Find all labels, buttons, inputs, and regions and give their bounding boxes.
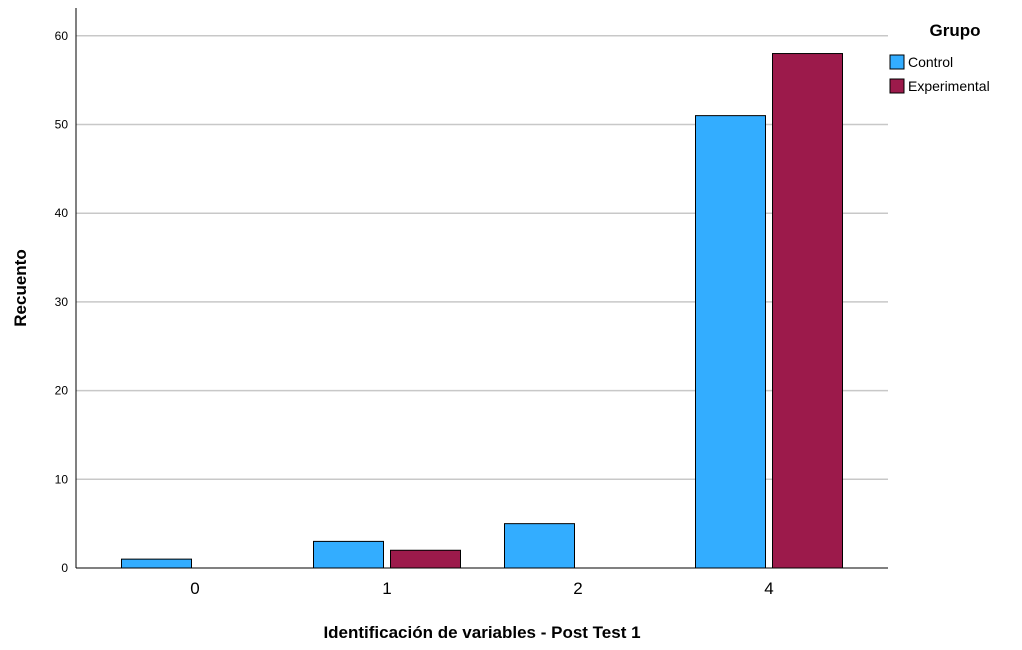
- x-axis-title: Identificación de variables - Post Test …: [323, 623, 640, 642]
- bar-control-2: [504, 523, 575, 569]
- bar-experimental-1: [390, 549, 461, 569]
- x-tick-labels: 0 1 2 4: [190, 579, 773, 598]
- y-tick-label: 0: [61, 561, 68, 575]
- x-tick-label: 4: [764, 579, 773, 598]
- y-tick-label: 60: [55, 29, 69, 43]
- axes: [75, 8, 888, 569]
- bar-control-0: [121, 558, 192, 569]
- x-tick-label: 0: [190, 579, 199, 598]
- gridlines: [76, 35, 888, 481]
- y-tick-label: 30: [55, 295, 69, 309]
- y-tick-label: 10: [55, 472, 69, 486]
- bar-control-4: [695, 115, 766, 569]
- bars: [121, 53, 843, 569]
- bar-experimental-4: [772, 53, 843, 569]
- y-tick-label: 20: [55, 384, 69, 398]
- y-axis-title: Recuento: [11, 249, 30, 326]
- x-tick-label: 1: [382, 579, 391, 598]
- y-tick-labels: 0 10 20 30 40 50 60: [55, 29, 69, 575]
- bar-control-1: [313, 540, 384, 569]
- legend: Grupo Control Experimental: [889, 21, 990, 94]
- legend-label-control: Control: [908, 54, 953, 70]
- legend-label-experimental: Experimental: [908, 78, 990, 94]
- x-tick-label: 2: [573, 579, 582, 598]
- legend-swatch-control: [889, 54, 905, 70]
- y-tick-label: 40: [55, 206, 69, 220]
- legend-swatch-experimental: [889, 78, 905, 94]
- y-tick-label: 50: [55, 118, 69, 132]
- legend-title: Grupo: [930, 21, 981, 40]
